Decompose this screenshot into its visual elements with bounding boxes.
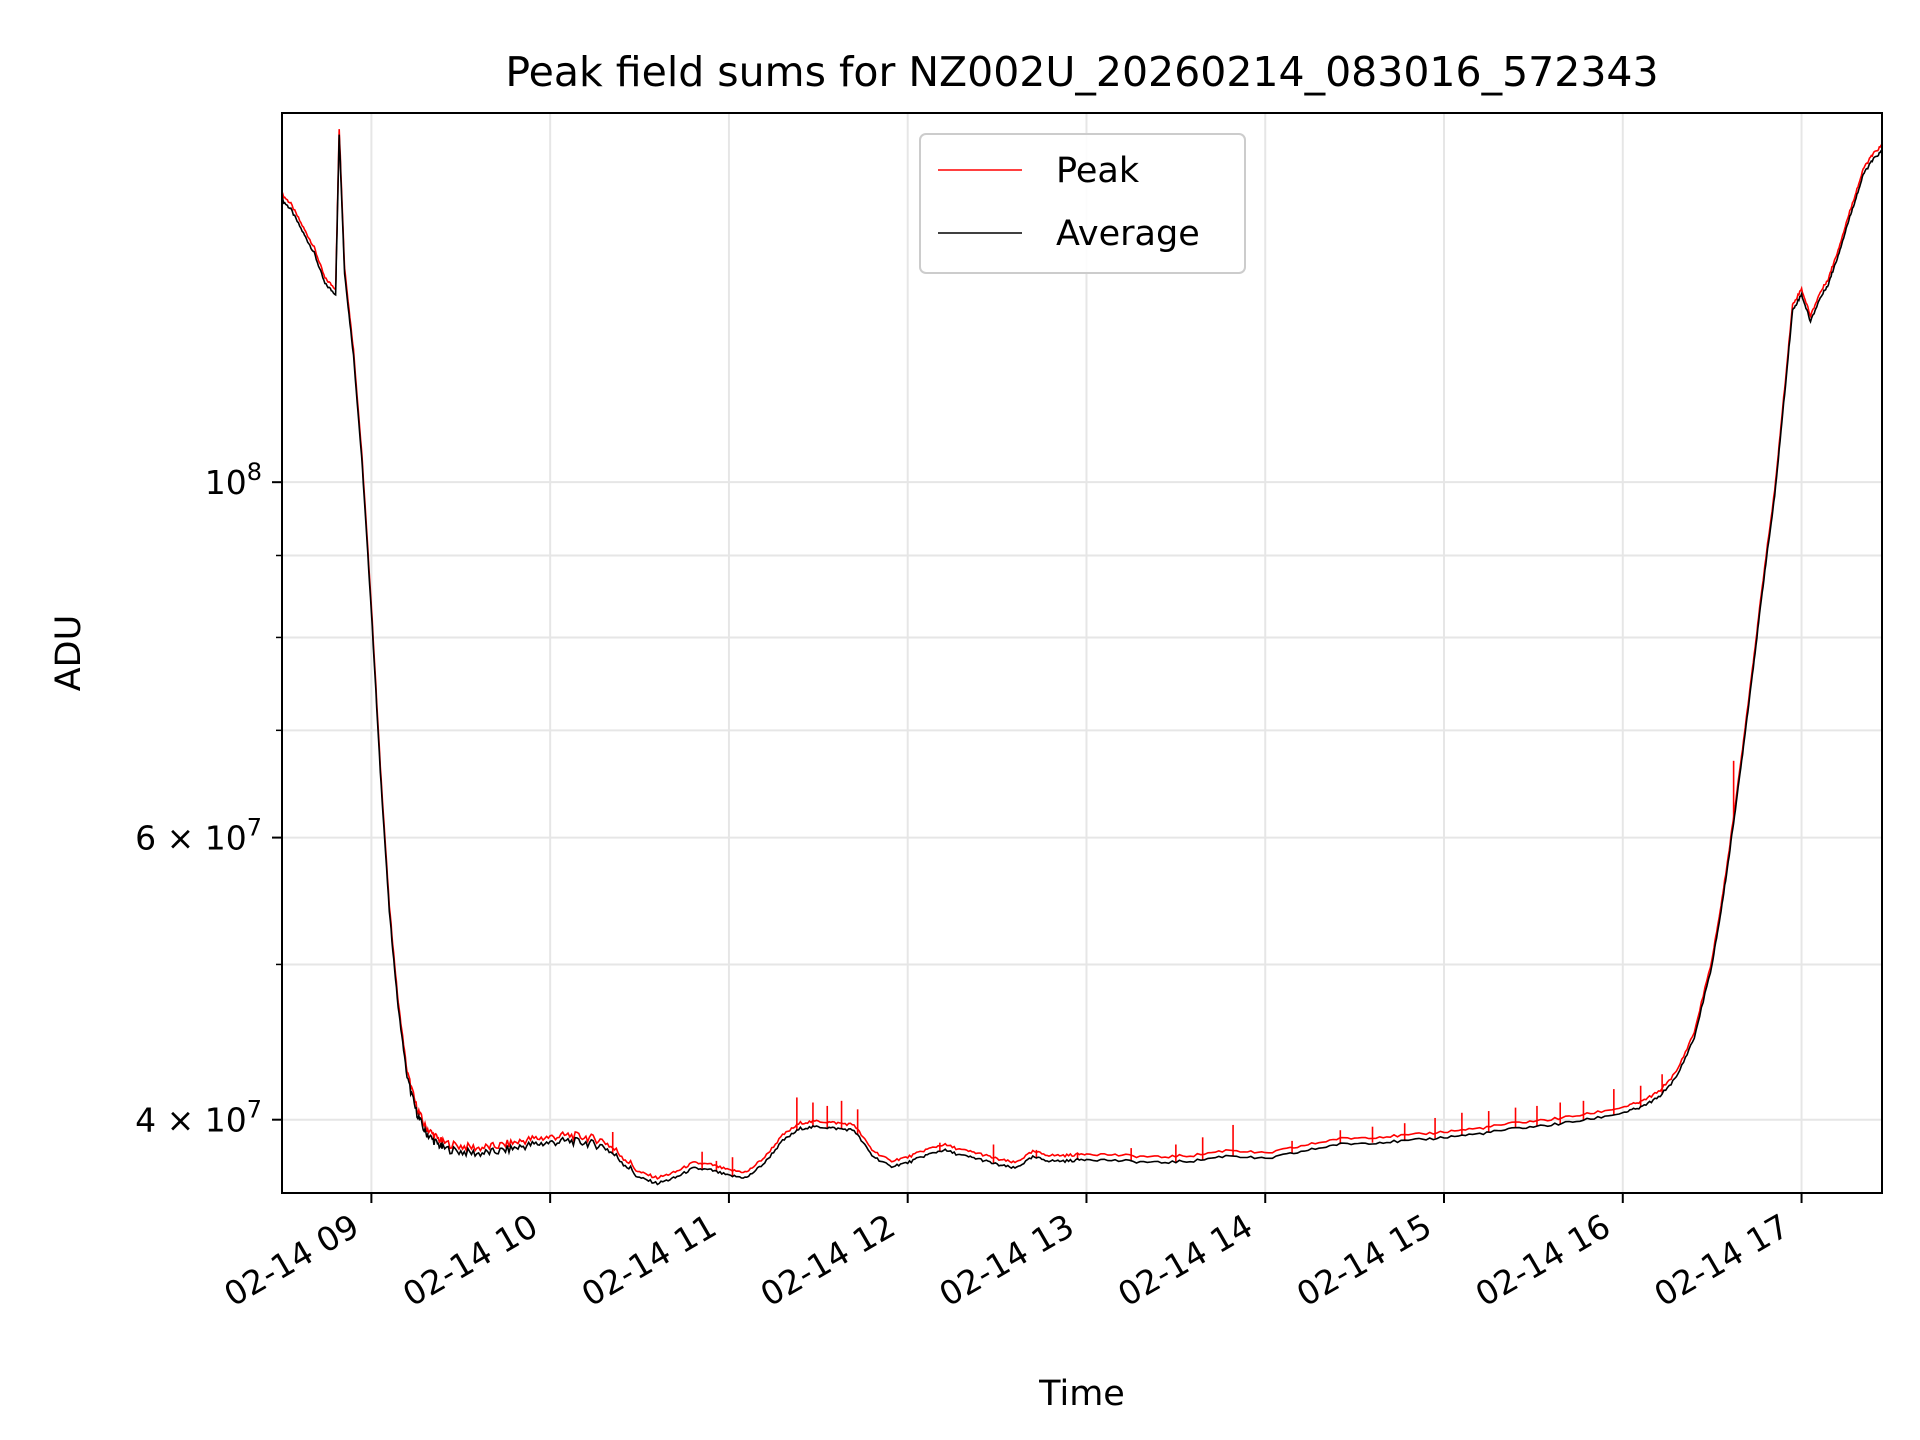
y-tick-label: 6 × 107 <box>135 814 262 858</box>
plot-frame <box>281 112 1883 1194</box>
x-axis-title: Time <box>1038 1374 1125 1414</box>
y-tick-label: 108 <box>205 458 262 502</box>
legend: Peak Average <box>919 133 1246 274</box>
series-layer <box>282 129 1882 1186</box>
average-line <box>282 134 1882 1186</box>
y-axis-title: ADU <box>49 615 89 692</box>
legend-peak-label: Peak <box>1056 151 1140 191</box>
legend-box <box>919 133 1246 274</box>
average-series <box>282 134 1882 1186</box>
legend-average-label: Average <box>1056 214 1200 254</box>
y-tick-label: 4 × 107 <box>135 1096 262 1140</box>
chart-title: Peak field sums for NZ002U_20260214_0830… <box>505 48 1658 96</box>
